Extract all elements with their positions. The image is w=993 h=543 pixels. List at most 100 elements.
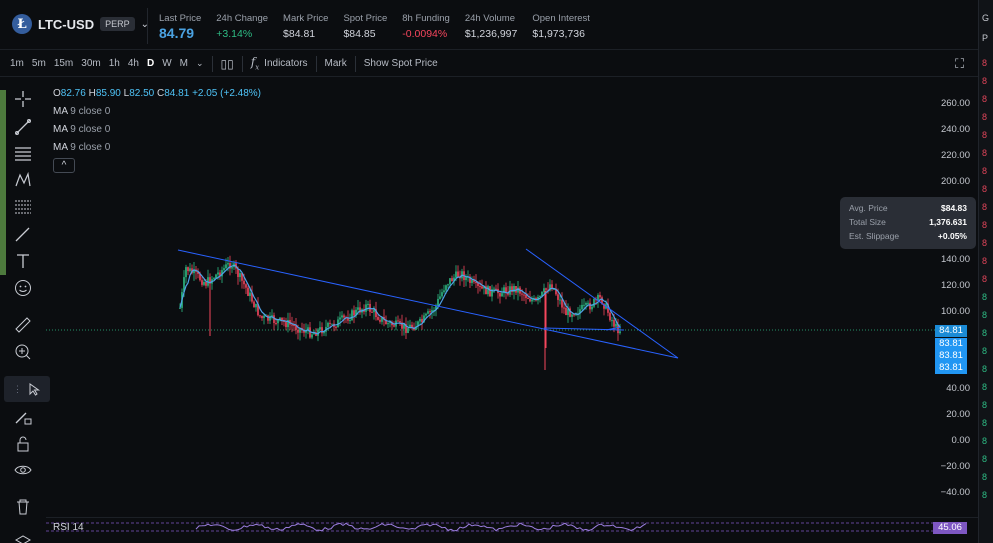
candle-body xyxy=(411,324,413,328)
interval-5m[interactable]: 5m xyxy=(31,58,46,69)
candle-body xyxy=(473,279,475,282)
candle-body xyxy=(503,287,505,294)
candle-body xyxy=(337,319,339,328)
edge-number: 8 xyxy=(982,76,988,86)
candle-body xyxy=(587,302,589,304)
show-spot-price-button[interactable]: Show Spot Price xyxy=(363,58,438,69)
edge-number: 8 xyxy=(982,130,988,140)
fullscreen-icon[interactable]: ⛶ xyxy=(955,55,965,71)
edge-number: 8 xyxy=(982,112,988,122)
lock-icon[interactable] xyxy=(12,433,34,455)
emoji-icon[interactable] xyxy=(12,277,34,299)
candle-body xyxy=(293,324,295,326)
brush-icon[interactable] xyxy=(12,223,34,245)
candle-body xyxy=(297,329,299,333)
interval-dropdown-icon[interactable]: ⌄ xyxy=(196,58,204,68)
price-chart[interactable] xyxy=(46,78,978,518)
candle-body xyxy=(547,289,549,291)
trash-icon[interactable] xyxy=(12,496,34,518)
symbol-selector[interactable]: Ł LTC-USD PERP ⌄ xyxy=(12,14,149,34)
trendline-lower[interactable] xyxy=(543,327,625,331)
candle-type-icon[interactable]: ▯▯ xyxy=(220,56,234,71)
trendline-lower-end[interactable] xyxy=(605,326,622,331)
indicators-button[interactable]: Indicators xyxy=(264,58,308,69)
rsi-plot xyxy=(46,522,936,532)
ohlc-close: 84.81 xyxy=(164,88,190,99)
stat-24h-change: 24h Change +3.14% xyxy=(216,13,269,40)
candle-body xyxy=(225,264,227,269)
ohlc-change: +2.05 (+2.48%) xyxy=(192,88,261,99)
window-edge-strip xyxy=(0,90,6,275)
y-tick: −20.00 xyxy=(940,461,970,472)
candle-body xyxy=(405,324,407,333)
settings-layers-icon[interactable] xyxy=(12,526,34,543)
candle-body xyxy=(511,286,513,292)
trendline-icon[interactable] xyxy=(12,116,34,138)
candle-body xyxy=(469,276,471,283)
market-stats: Last Price 84.79 24h Change +3.14% Mark … xyxy=(159,13,590,41)
text-icon[interactable] xyxy=(12,250,34,272)
interval-d[interactable]: D xyxy=(146,58,155,69)
candle-body xyxy=(507,293,509,295)
interval-4h[interactable]: 4h xyxy=(127,58,139,69)
candle-body xyxy=(201,280,203,285)
candle-body xyxy=(499,293,501,297)
horizontal-lines-icon[interactable] xyxy=(12,142,34,164)
candle-body xyxy=(309,327,311,338)
crosshair-icon[interactable] xyxy=(12,88,34,110)
candle-body xyxy=(487,286,489,295)
candle-body xyxy=(559,299,561,301)
interval-m[interactable]: M xyxy=(179,58,188,69)
ma-legend-2[interactable]: MA 9 close 0 xyxy=(53,124,111,135)
candle-body xyxy=(447,284,449,286)
drawing-toolbar: ⋮ xyxy=(0,78,50,543)
price-tag: 83.81 xyxy=(935,338,967,350)
lock-drawing-icon[interactable] xyxy=(12,406,34,428)
interval-30m[interactable]: 30m xyxy=(81,58,101,69)
ma-legend-1[interactable]: MA 9 close 0 xyxy=(53,106,111,117)
interval-1m[interactable]: 1m xyxy=(10,58,24,69)
interval-15m[interactable]: 15m xyxy=(53,58,74,69)
pattern-icon[interactable] xyxy=(12,169,34,191)
edge-number: 8 xyxy=(982,328,988,338)
fib-icon[interactable] xyxy=(12,196,34,218)
zoom-in-icon[interactable] xyxy=(12,341,34,363)
candle-body xyxy=(187,267,189,272)
trendline-upper[interactable] xyxy=(177,249,679,359)
trendline-wedge[interactable] xyxy=(525,248,679,359)
candle-body xyxy=(287,320,289,328)
stat-open-interest: Open Interest $1,973,736 xyxy=(532,13,590,40)
mark-button[interactable]: Mark xyxy=(324,58,347,69)
interval-w[interactable]: W xyxy=(162,58,172,69)
candle-body xyxy=(609,312,611,321)
edge-number: 8 xyxy=(982,346,988,356)
candle-body xyxy=(619,331,621,334)
candle-body xyxy=(353,310,355,316)
candle-body xyxy=(483,286,485,289)
candle-body xyxy=(341,315,343,318)
divider xyxy=(354,55,356,72)
candle-body xyxy=(613,320,615,327)
candle-body xyxy=(321,327,323,334)
y-tick: 220.00 xyxy=(940,150,970,161)
candle-body xyxy=(563,307,565,309)
cursor-icon[interactable]: ⋮ xyxy=(4,376,50,402)
candle-body xyxy=(393,325,395,327)
rsi-pane[interactable] xyxy=(46,517,978,543)
edge-number: 8 xyxy=(982,202,988,212)
ruler-icon[interactable] xyxy=(12,314,34,336)
candle-body xyxy=(441,292,443,297)
candle-body xyxy=(357,307,359,310)
fx-icon[interactable]: fx xyxy=(250,55,260,72)
candle-body xyxy=(433,309,435,311)
edge-number: 8 xyxy=(982,166,988,176)
candle-body xyxy=(277,319,279,324)
candle-body xyxy=(495,288,497,290)
candle-body xyxy=(375,309,377,318)
interval-1h[interactable]: 1h xyxy=(108,58,120,69)
stat-mark-price: Mark Price $84.81 xyxy=(283,13,329,40)
collapse-legend-button[interactable]: ^ xyxy=(53,158,75,173)
eye-icon[interactable] xyxy=(12,459,34,481)
candle-body xyxy=(599,295,601,298)
ma-legend-3[interactable]: MA 9 close 0 xyxy=(53,142,111,153)
